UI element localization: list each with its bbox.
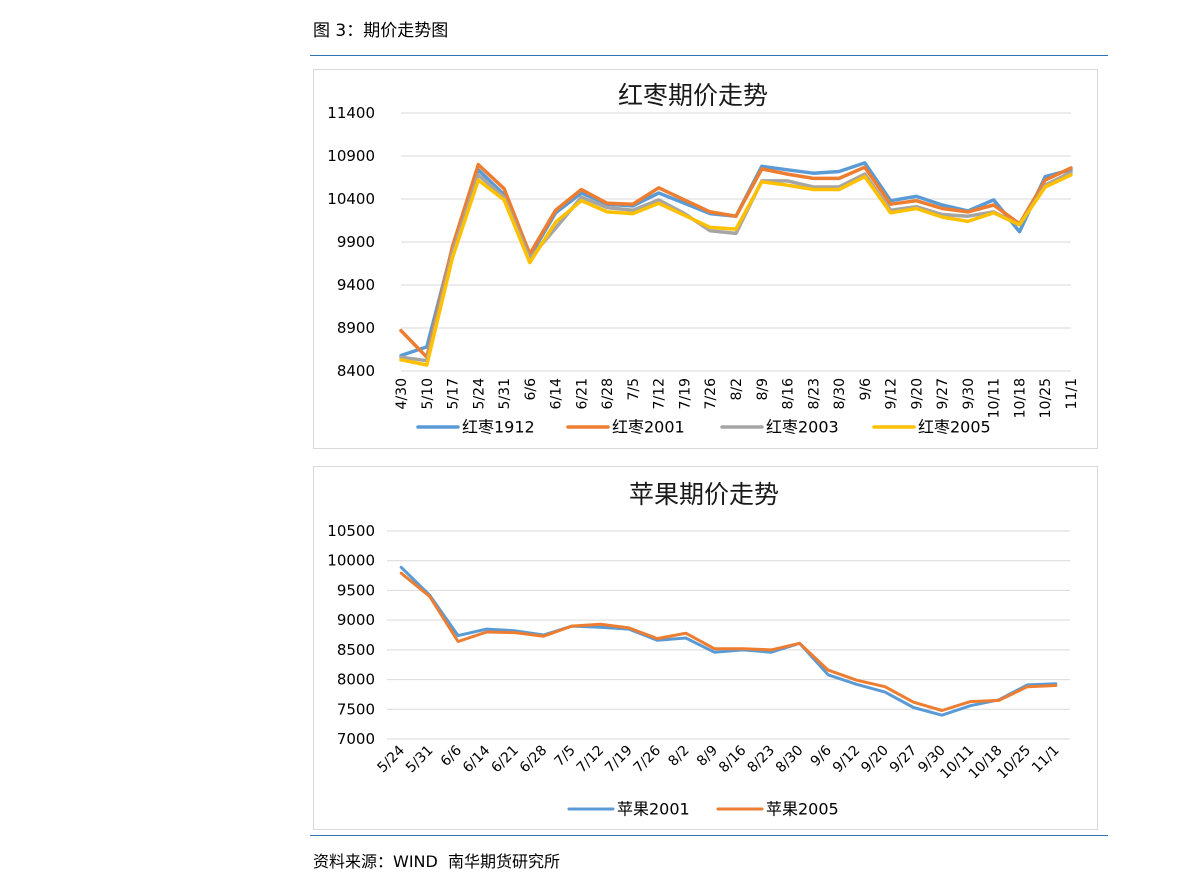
- x-tick-label: 8/30: [832, 378, 848, 409]
- x-tick-label: 7/19: [677, 378, 693, 409]
- legend-label: 苹果2001: [617, 800, 690, 819]
- x-tick-label: 6/21: [574, 378, 590, 409]
- chart-title: 红枣期价走势: [618, 81, 768, 110]
- y-tick-label: 8000: [337, 671, 375, 689]
- x-tick-label: 8/2: [729, 378, 745, 401]
- legend-item: 苹果2001: [567, 800, 690, 819]
- chart-title: 苹果期价走势: [629, 480, 779, 509]
- source-note: 资料来源：WIND 南华期货研究所: [313, 852, 561, 871]
- x-tick-label: 9/27: [935, 378, 951, 409]
- x-tick-label: 8/9: [755, 378, 771, 401]
- legend-label: 红枣2005: [918, 418, 991, 437]
- x-tick-label: 9/30: [961, 378, 977, 409]
- x-tick-label: 5/31: [497, 378, 513, 409]
- x-tick-label: 9/20: [909, 378, 925, 409]
- legend-label: 红枣2001: [612, 418, 685, 437]
- plot-area: 8400 8900 9400 9900 10400 10900 11400 4/30 5/10 5…: [327, 104, 1080, 418]
- y-tick-label: 8500: [337, 641, 375, 659]
- y-tick-label: 9400: [337, 276, 375, 294]
- legend-label: 苹果2005: [766, 800, 839, 819]
- x-tick-label: 6/28: [600, 378, 616, 409]
- y-tick-label: 10400: [327, 190, 375, 208]
- y-tick-label: 7000: [337, 730, 375, 748]
- top-rule: [310, 55, 1108, 56]
- legend-item: 苹果2005: [716, 800, 839, 819]
- series-line: [399, 571, 1058, 712]
- legend-item: 红枣2003: [720, 418, 839, 437]
- y-tick-label: 8900: [337, 319, 375, 337]
- y-tick-label: 9000: [337, 611, 375, 629]
- x-tick-label: 7/12: [652, 378, 668, 409]
- series-line: [399, 173, 1073, 367]
- x-tick-label: 10/25: [1038, 378, 1054, 418]
- x-tick-label: 11/1: [1064, 378, 1080, 409]
- x-tick-label: 9/6: [858, 378, 874, 401]
- x-tick-label: 5/24: [471, 378, 487, 410]
- jujube-price-chart: 红枣期价走势 8400 8900 9400 9900 10400 10900 11400 4/…: [313, 69, 1098, 449]
- legend-label: 红枣1912: [462, 418, 535, 437]
- jujube-chart-svg: 红枣期价走势 8400 8900 9400 9900 10400 10900 11400 4/…: [313, 69, 1098, 449]
- x-tick-label: 10/11: [987, 378, 1003, 418]
- x-tick-label: 6/6: [523, 378, 539, 401]
- legend-item: 红枣1912: [416, 418, 535, 437]
- y-tick-label: 9900: [337, 233, 375, 251]
- legend-label: 红枣2003: [766, 418, 839, 437]
- x-tick-label: 7/26: [703, 378, 719, 410]
- x-tick-label: 4/30: [394, 378, 410, 409]
- legend-item: 红枣2005: [872, 418, 991, 437]
- figure-caption: 图 3：期价走势图: [313, 21, 449, 41]
- y-tick-label: 10500: [327, 522, 375, 540]
- series-line: [399, 565, 1058, 717]
- x-tick-label: 9/12: [884, 378, 900, 409]
- bottom-rule: [310, 835, 1108, 836]
- x-tick-label: 10/18: [1012, 378, 1028, 418]
- x-tick-label: 6/14: [549, 378, 565, 410]
- y-tick-label: 10000: [327, 552, 375, 570]
- y-tick-label: 11400: [327, 104, 375, 122]
- y-tick-label: 9500: [337, 581, 375, 599]
- y-tick-label: 8400: [337, 362, 375, 380]
- legend-item: 红枣2001: [566, 418, 685, 437]
- y-tick-label: 7500: [337, 700, 375, 718]
- x-tick-label: 8/16: [781, 378, 797, 410]
- series-line: [399, 162, 1073, 359]
- x-tick-label: 8/23: [806, 378, 822, 409]
- x-tick-label: 5/17: [446, 378, 462, 409]
- y-tick-label: 10900: [327, 147, 375, 165]
- apple-price-chart: 苹果期价走势 7000 7500 8000 8500 9000 9500 10000 1050…: [313, 466, 1098, 830]
- apple-chart-svg: 苹果期价走势 7000 7500 8000 8500 9000 9500 10000 1050…: [313, 466, 1098, 830]
- x-tick-label: 5/10: [420, 378, 436, 409]
- chart-frame: [313, 69, 1098, 449]
- x-tick-label: 7/5: [626, 378, 642, 401]
